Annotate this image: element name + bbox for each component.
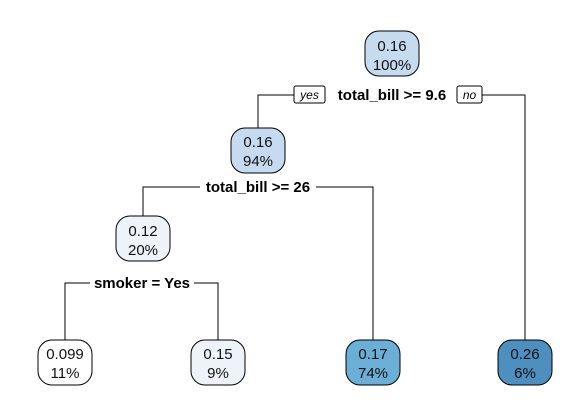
node-value: 0.12: [128, 223, 157, 240]
tree-edges: [64, 94, 526, 340]
node-percent: 20%: [128, 242, 158, 259]
yes-tag-box: [293, 85, 326, 104]
node-percent: 100%: [373, 57, 411, 74]
node-box: [364, 30, 420, 77]
edge-left-left: [142, 186, 200, 216]
node-value: 0.26: [510, 346, 539, 363]
node-value: 0.16: [377, 38, 406, 55]
edge-left-right: [316, 186, 374, 340]
split-labels: total_bill >= 9.6 total_bill >= 26 smoke…: [94, 87, 446, 292]
branch-tags: yes no: [293, 85, 483, 104]
node-box: [497, 339, 553, 386]
edge-root-left: [257, 94, 294, 128]
edge-root-right: [482, 94, 526, 340]
yes-tag: yes: [299, 88, 319, 102]
node-value: 0.15: [203, 346, 232, 363]
tree-nodes: 0.16 100% 0.16 94% 0.12 20% 0.099 11% 0.…: [37, 30, 553, 386]
node-left: 0.16 94%: [230, 127, 286, 174]
node-percent: 94%: [243, 153, 273, 170]
node-value: 0.099: [46, 346, 84, 363]
split-label-left-left: smoker = Yes: [94, 275, 190, 292]
node-percent: 9%: [207, 365, 229, 382]
node-value: 0.16: [243, 134, 272, 151]
split-label-root: total_bill >= 9.6: [338, 87, 446, 104]
node-percent: 74%: [358, 365, 388, 382]
split-label-left: total_bill >= 26: [206, 179, 310, 196]
leaf-node-1: 0.099 11%: [37, 339, 93, 386]
node-box: [230, 127, 286, 174]
leaf-node-4: 0.26 6%: [497, 339, 553, 386]
node-box: [345, 339, 401, 386]
node-percent: 6%: [514, 365, 536, 382]
leaf-node-2: 0.15 9%: [190, 339, 246, 386]
node-box: [190, 339, 246, 386]
edge-leftleft-left: [64, 282, 90, 340]
edge-leftleft-right: [194, 282, 219, 340]
node-left-left: 0.12 20%: [115, 215, 171, 262]
node-box: [37, 339, 93, 386]
node-box: [115, 215, 171, 262]
node-percent: 11%: [51, 365, 80, 382]
node-value: 0.17: [358, 346, 387, 363]
leaf-node-3: 0.17 74%: [345, 339, 401, 386]
node-root: 0.16 100%: [364, 30, 420, 77]
no-tag-box: [456, 85, 483, 104]
no-tag: no: [463, 88, 477, 102]
